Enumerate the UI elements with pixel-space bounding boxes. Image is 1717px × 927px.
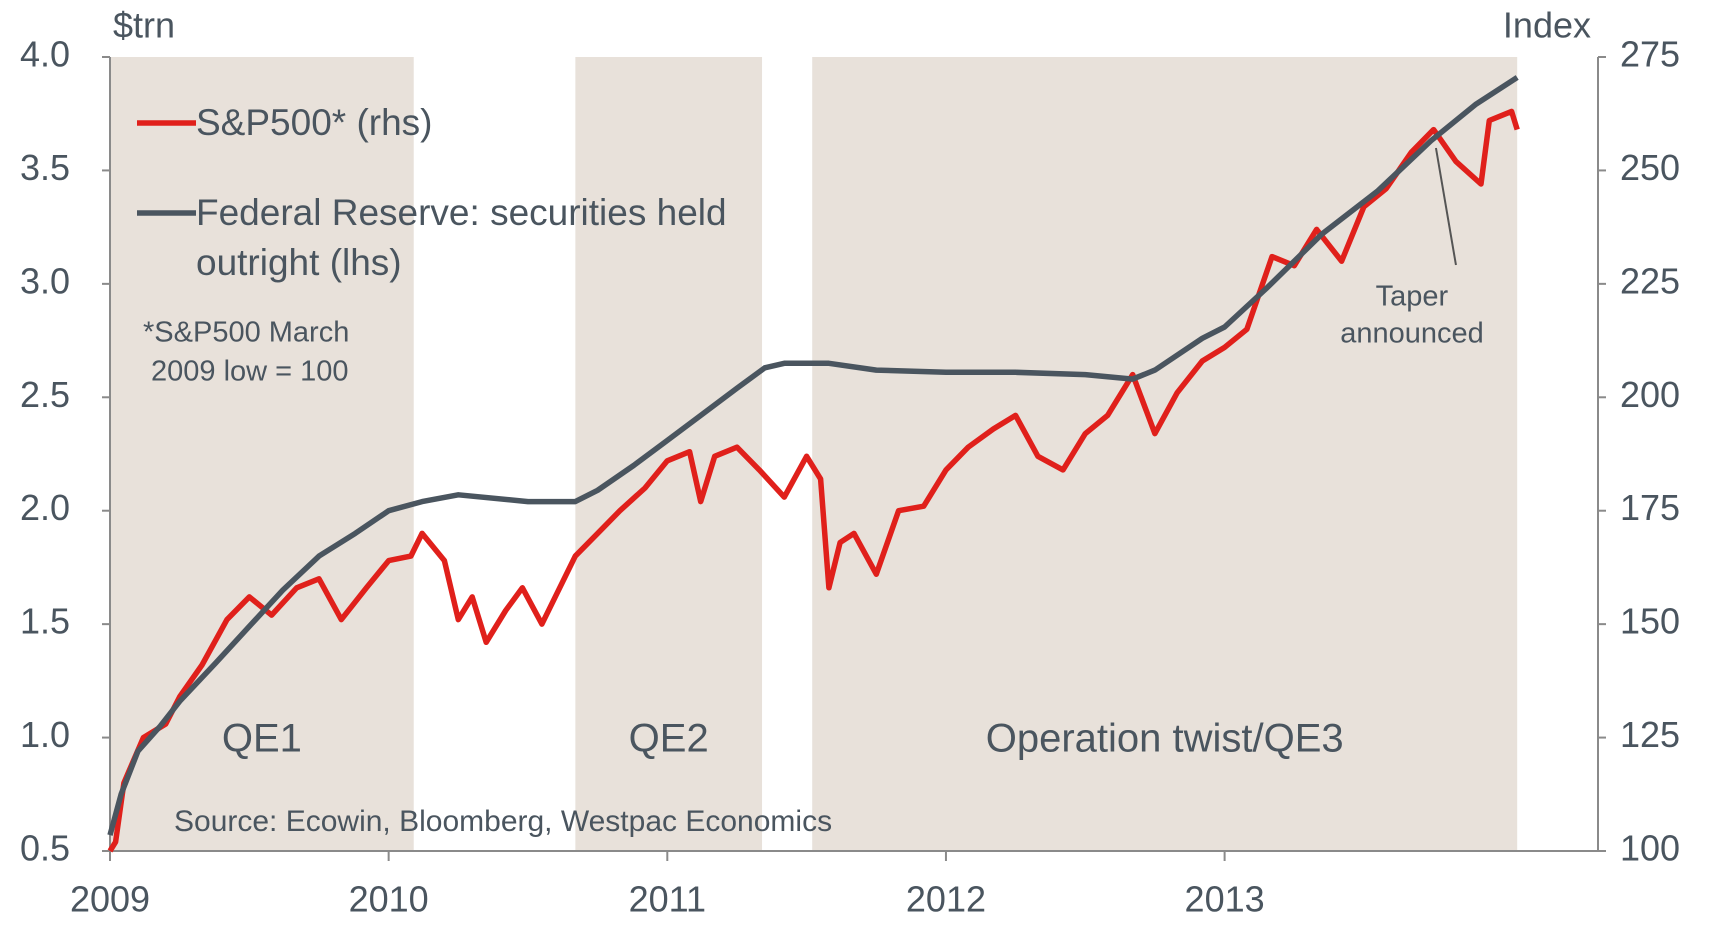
- y-tick-label: 1.0: [20, 714, 70, 755]
- y2-tick-label: 225: [1620, 260, 1680, 301]
- y-tick-label: 1.5: [20, 601, 70, 642]
- period-label: QE2: [629, 717, 709, 761]
- y-tick-label: 2.0: [20, 487, 70, 528]
- x-tick-label: 2013: [1185, 879, 1265, 920]
- period-shade: [575, 57, 763, 851]
- source: Source: Ecowin, Bloomberg, Westpac Econo…: [174, 805, 832, 838]
- y2-tick-label: 150: [1620, 601, 1680, 642]
- legend-label: S&P500* (rhs): [196, 102, 433, 143]
- y2-tick-label: 200: [1620, 374, 1680, 415]
- period-label: QE1: [222, 717, 302, 761]
- y2-tick-label: 250: [1620, 147, 1680, 188]
- y2-tick-label: 100: [1620, 828, 1680, 869]
- note: 2009 low = 100: [151, 356, 349, 388]
- y-tick-label: 3.0: [20, 260, 70, 301]
- background: QE1 QE2 Operation twist/QE3: [110, 57, 1518, 851]
- legend-label: Federal Reserve: securities held outrigh…: [196, 192, 727, 283]
- y2-tick-label: 275: [1620, 34, 1680, 75]
- y2-tick-label: 125: [1620, 714, 1680, 755]
- y-axis-label: $trn: [113, 5, 175, 46]
- annotation-arrow: [1434, 147, 1457, 266]
- annotation-text: Taper: [1376, 281, 1449, 313]
- x-tick-label: 2010: [349, 879, 429, 920]
- x-tick-label: 2012: [906, 879, 986, 920]
- period-shade: [812, 57, 1518, 851]
- y2-tick-label: 175: [1620, 487, 1680, 528]
- annotation-text: announced: [1340, 318, 1484, 350]
- period-shade: [110, 57, 414, 851]
- period-label: Operation twist/QE3: [986, 717, 1344, 761]
- note: *S&P500 March: [143, 317, 349, 349]
- x-tick-label: 2011: [629, 879, 706, 920]
- x-tick-label: 2009: [70, 879, 150, 920]
- y2-axis-label: Index: [1503, 5, 1591, 46]
- series-line: [107, 75, 1519, 836]
- series-line: [107, 108, 1520, 853]
- y-tick-label: 3.5: [20, 147, 70, 188]
- y-tick-label: 4.0: [20, 34, 70, 75]
- y-tick-label: 0.5: [20, 828, 70, 869]
- y-tick-label: 2.5: [20, 374, 70, 415]
